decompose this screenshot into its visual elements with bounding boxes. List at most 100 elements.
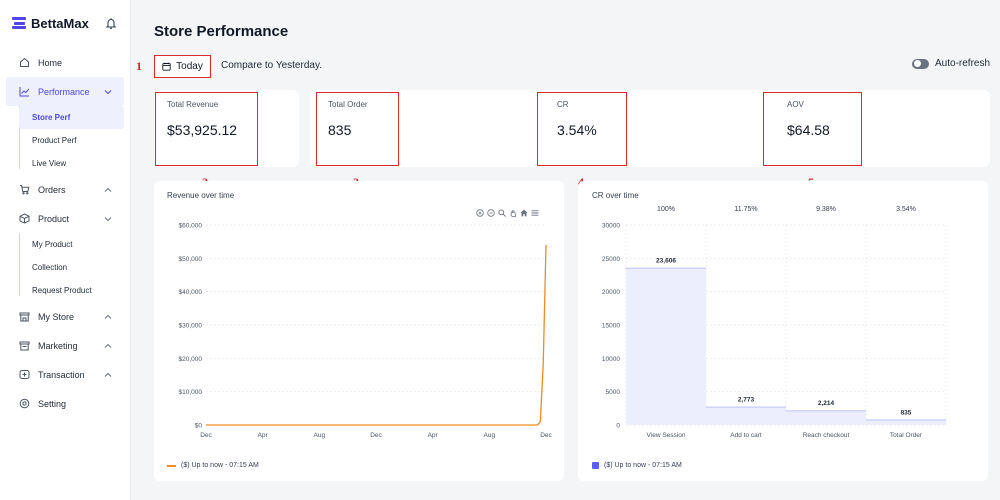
sidebar-subitem-my-product[interactable]: My Product [32, 240, 73, 249]
performance-submenu: Store Perf Product Perf Live View [19, 106, 130, 175]
bar-percent-label: 100% [657, 206, 675, 213]
y-tick-label: $0 [195, 423, 203, 430]
bar-percent-label: 9.38% [816, 206, 836, 213]
metric-value-total-revenue: $53,925.12 [167, 122, 238, 138]
sidebar-subitem-store-perf[interactable]: Store Perf [19, 106, 124, 129]
y-tick-label: 0 [616, 423, 620, 430]
auto-refresh-toggle[interactable] [912, 58, 929, 69]
y-tick-label: $30,000 [179, 323, 203, 330]
sidebar-item-label: Setting [38, 398, 67, 409]
x-tick-label: Add to cart [730, 432, 762, 439]
bar-top-edge [866, 419, 946, 421]
sidebar-item-my-store[interactable]: My Store [6, 302, 124, 331]
sidebar-subitem-live-view[interactable]: Live View [32, 159, 67, 168]
x-tick-label: Dec [540, 432, 552, 439]
sidebar-item-label: Transaction [38, 369, 85, 380]
x-tick-label: Aug [484, 432, 496, 439]
metric-label-total-revenue: Total Revenue [167, 100, 219, 109]
sidebar-item-label: Product [38, 213, 70, 224]
x-tick-label: Apr [258, 432, 269, 439]
legend-label: ($) Up to now - 07:15 AM [604, 462, 682, 469]
y-tick-label: $20,000 [179, 356, 203, 363]
logo-row: BettaMax [0, 0, 130, 46]
sidebar-item-label: Marketing [38, 340, 78, 351]
metric-label-cr: CR [557, 100, 569, 109]
bar-value-label: 835 [901, 409, 912, 416]
chevron-up-icon [104, 314, 112, 319]
metric-label-aov: AOV [787, 100, 804, 109]
zoom-in-icon[interactable] [476, 209, 484, 217]
product-submenu: My Product Collection Request Product [19, 233, 130, 302]
compare-text: Compare to Yesterday. [221, 60, 322, 71]
annotation-label: 1 [136, 59, 142, 73]
bar [786, 410, 866, 425]
sidebar-item-performance[interactable]: Performance [6, 77, 124, 106]
revenue-chart-title: Revenue over time [167, 191, 235, 200]
x-tick-label: View Session [647, 432, 686, 439]
chevron-up-icon [104, 343, 112, 348]
y-tick-label: $40,000 [179, 289, 203, 296]
metric-card-total-revenue [154, 90, 299, 167]
chevron-down-icon [104, 216, 112, 221]
sidebar-subitem-product-perf[interactable]: Product Perf [32, 136, 77, 145]
y-tick-label: 5000 [606, 389, 621, 396]
metric-value-total-order: 835 [328, 122, 352, 138]
bar-value-label: 2,214 [818, 400, 835, 407]
store-icon [19, 311, 30, 322]
bar-top-edge [786, 410, 866, 412]
bar [706, 406, 786, 425]
sidebar-item-home[interactable]: Home [6, 48, 124, 77]
series-line [206, 244, 547, 426]
zoom-out-icon[interactable] [487, 209, 495, 217]
sidebar-item-setting[interactable]: Setting [6, 389, 124, 418]
megaphone-icon [19, 340, 30, 351]
sidebar-subitem-request-product[interactable]: Request Product [32, 286, 92, 295]
pan-hand-icon[interactable] [509, 209, 517, 217]
sidebar-nav: Home Performance Store Perf Product Perf… [0, 46, 130, 418]
y-tick-label: 20000 [602, 289, 620, 296]
page-title: Store Performance [154, 23, 289, 40]
date-picker-button[interactable]: Today [154, 55, 211, 78]
x-tick-label: Apr [428, 432, 439, 439]
auto-refresh-label: Auto-refresh [935, 58, 991, 69]
y-tick-label: 15000 [602, 323, 620, 330]
x-tick-label: Total Order [890, 432, 923, 439]
highlight-box [316, 92, 399, 166]
app-name: BettaMax [31, 15, 89, 31]
y-tick-label: 10000 [602, 356, 620, 363]
sidebar-item-product[interactable]: Product [6, 204, 124, 233]
sidebar-item-orders[interactable]: Orders [6, 175, 124, 204]
highlight-box [763, 92, 862, 166]
metrics-panel [310, 90, 990, 167]
search-zoom-icon[interactable] [498, 209, 506, 217]
sidebar-item-label: Orders [38, 184, 66, 195]
calendar-icon [162, 62, 171, 71]
bar [626, 267, 706, 425]
sidebar-item-marketing[interactable]: Marketing [6, 331, 124, 360]
sidebar-subitem-collection[interactable]: Collection [32, 263, 68, 272]
y-tick-label: $50,000 [179, 256, 203, 263]
bar-percent-label: 11.75% [734, 206, 757, 213]
home-icon [19, 57, 30, 68]
x-tick-label: Dec [370, 432, 382, 439]
chevron-up-icon [104, 187, 112, 192]
x-tick-label: Aug [314, 432, 326, 439]
metric-label-total-order: Total Order [328, 100, 368, 109]
date-button-label: Today [176, 61, 203, 72]
sidebar-item-label: Home [38, 57, 63, 68]
menu-icon[interactable] [531, 209, 539, 217]
legend-label: ($) Up to now - 07:15 AM [181, 462, 259, 469]
y-tick-label: $10,000 [179, 389, 203, 396]
y-tick-label: 30000 [602, 223, 620, 230]
home-reset-icon[interactable] [520, 209, 528, 217]
x-tick-label: Dec [200, 432, 212, 439]
cart-icon [19, 184, 30, 195]
y-tick-label: 25000 [602, 256, 620, 263]
metric-value-cr: 3.54% [557, 122, 597, 138]
highlight-box [155, 92, 258, 166]
sidebar-item-transaction[interactable]: Transaction [6, 360, 124, 389]
revenue-legend: ($) Up to now - 07:15 AM [167, 462, 259, 469]
metric-value-aov: $64.58 [787, 122, 830, 138]
bell-icon[interactable] [104, 16, 118, 30]
y-tick-label: $60,000 [179, 223, 203, 230]
